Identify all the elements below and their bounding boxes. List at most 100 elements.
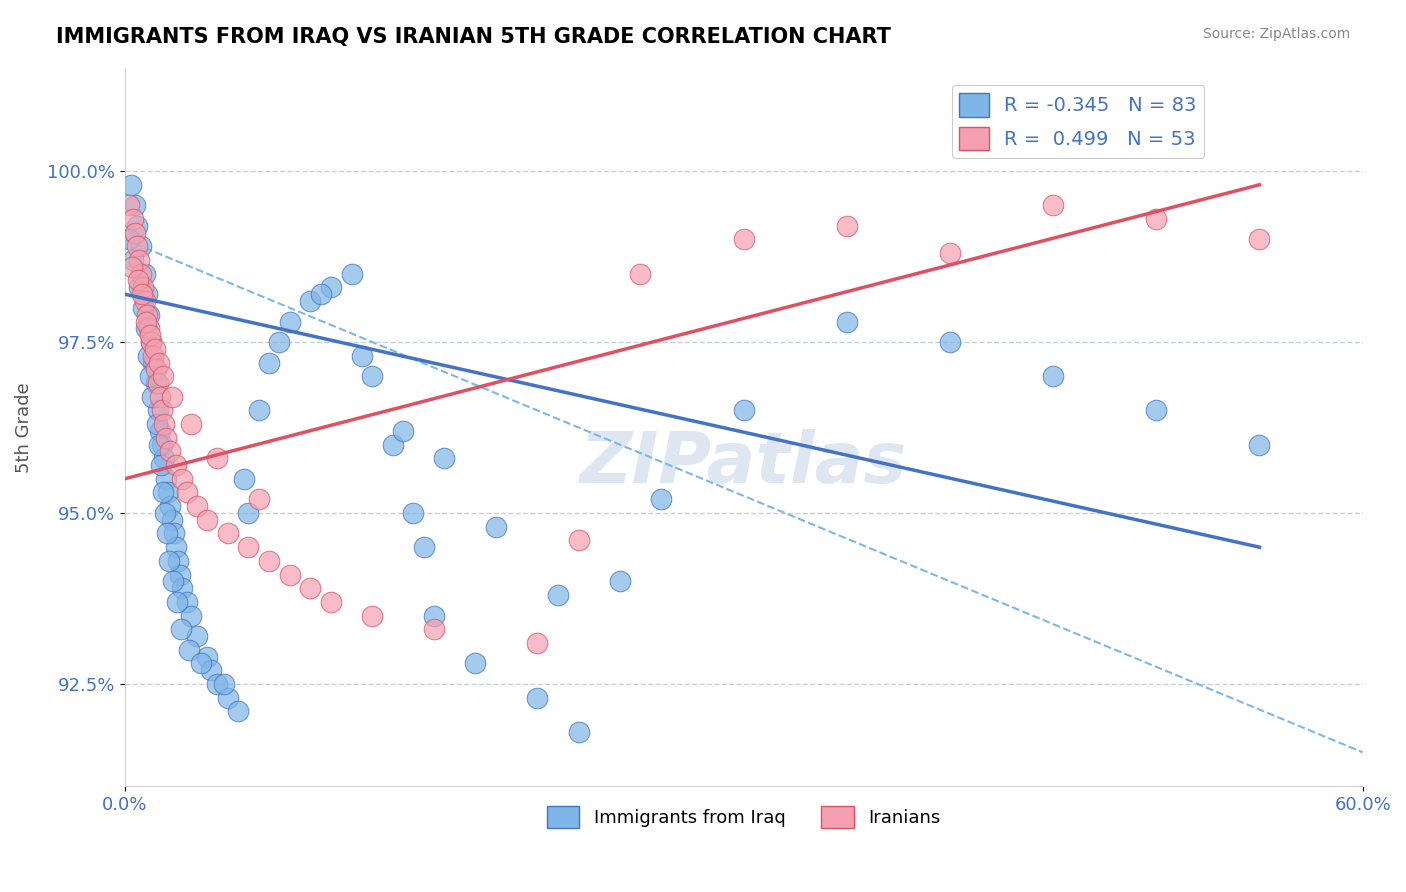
Point [132, 301, 155, 315]
Point [136, 308, 159, 322]
Point [1249, 437, 1271, 451]
Point [159, 499, 181, 513]
Point [153, 451, 176, 466]
Point [195, 513, 218, 527]
Point [247, 492, 270, 507]
Point [159, 444, 181, 458]
Point [423, 608, 446, 623]
Point [381, 437, 404, 451]
Point [190, 657, 212, 671]
Text: ZIPatlas: ZIPatlas [579, 429, 907, 498]
Y-axis label: 5th Grade: 5th Grade [15, 382, 32, 473]
Point [361, 369, 384, 384]
Point [150, 403, 173, 417]
Point [1042, 198, 1064, 212]
Point [155, 431, 177, 445]
Point [169, 567, 191, 582]
Point [650, 492, 672, 507]
Point [247, 403, 270, 417]
Point [166, 595, 188, 609]
Point [172, 472, 194, 486]
Point [127, 273, 149, 287]
Point [170, 622, 193, 636]
Point [299, 293, 322, 308]
Point [238, 506, 260, 520]
Point [319, 280, 342, 294]
Point [145, 376, 167, 390]
Point [121, 211, 143, 226]
Point [148, 355, 170, 369]
Point [340, 267, 363, 281]
Point [402, 506, 425, 520]
Point [125, 239, 148, 253]
Point [526, 690, 548, 705]
Point [1144, 403, 1167, 417]
Point [299, 581, 322, 595]
Point [217, 690, 239, 705]
Point [160, 513, 183, 527]
Point [165, 458, 187, 472]
Point [835, 219, 858, 233]
Point [153, 417, 176, 431]
Point [630, 267, 652, 281]
Point [233, 472, 256, 486]
Point [238, 540, 260, 554]
Point [149, 390, 172, 404]
Point [177, 642, 200, 657]
Point [392, 424, 415, 438]
Point [150, 437, 173, 451]
Point [160, 390, 183, 404]
Point [138, 321, 160, 335]
Point [136, 287, 159, 301]
Point [124, 226, 146, 240]
Point [142, 355, 165, 369]
Point [153, 506, 176, 520]
Point [257, 554, 280, 568]
Point [176, 485, 198, 500]
Point [139, 328, 162, 343]
Point [132, 280, 155, 294]
Point [121, 260, 143, 274]
Point [141, 390, 163, 404]
Point [186, 629, 208, 643]
Point [939, 246, 962, 260]
Point [1042, 369, 1064, 384]
Point [464, 657, 486, 671]
Point [939, 334, 962, 349]
Point [156, 485, 179, 500]
Point [1144, 211, 1167, 226]
Text: IMMIGRANTS FROM IRAQ VS IRANIAN 5TH GRADE CORRELATION CHART: IMMIGRANTS FROM IRAQ VS IRANIAN 5TH GRAD… [56, 27, 891, 46]
Point [131, 287, 153, 301]
Point [186, 499, 208, 513]
Point [141, 334, 163, 349]
Point [146, 376, 169, 390]
Point [361, 608, 384, 623]
Point [609, 574, 631, 589]
Point [162, 574, 184, 589]
Point [200, 663, 222, 677]
Point [167, 554, 190, 568]
Point [207, 677, 229, 691]
Point [567, 533, 589, 548]
Point [120, 178, 142, 192]
Point [121, 252, 143, 267]
Point [139, 369, 162, 384]
Point [835, 314, 858, 328]
Point [485, 519, 508, 533]
Point [138, 308, 160, 322]
Point [148, 437, 170, 451]
Point [152, 369, 174, 384]
Point [149, 424, 172, 438]
Point [145, 362, 167, 376]
Point [195, 649, 218, 664]
Point [138, 349, 160, 363]
Point [278, 314, 301, 328]
Point [141, 334, 163, 349]
Point [217, 526, 239, 541]
Point [207, 451, 229, 466]
Point [129, 267, 152, 281]
Point [278, 567, 301, 582]
Point [350, 349, 373, 363]
Point [156, 526, 179, 541]
Point [212, 677, 235, 691]
